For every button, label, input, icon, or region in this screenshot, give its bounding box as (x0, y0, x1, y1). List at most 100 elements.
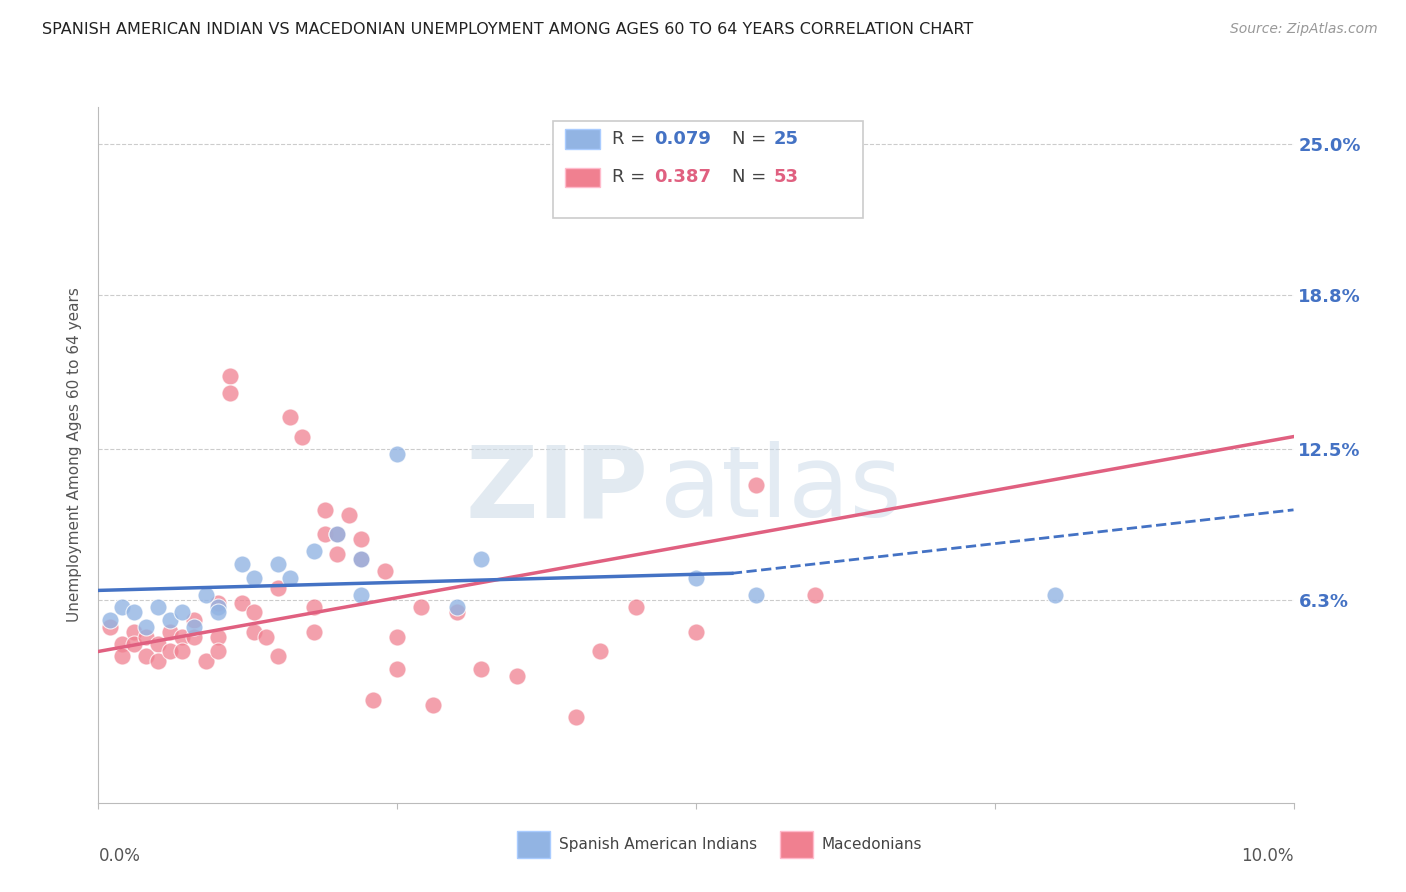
Point (1043, 588, 1066, 602)
Point (685, 624, 707, 639)
Point (243, 571, 266, 585)
Point (385, 447, 409, 461)
Point (207, 596, 229, 610)
Text: 25: 25 (773, 130, 799, 148)
Text: atlas: atlas (661, 442, 901, 538)
Point (243, 606, 266, 620)
Bar (565, 168, 600, 187)
Point (159, 644, 181, 658)
Point (148, 600, 170, 615)
Point (446, 606, 468, 620)
Point (207, 600, 229, 615)
Point (100, 613, 122, 627)
Text: R =: R = (613, 169, 651, 186)
Text: 0.387: 0.387 (654, 169, 711, 186)
Point (804, 588, 827, 602)
Point (422, 698, 444, 713)
Point (135, 620, 157, 634)
Point (159, 613, 181, 627)
Point (195, 588, 218, 602)
Point (124, 637, 146, 651)
Text: 0.0%: 0.0% (98, 847, 141, 864)
Point (350, 532, 373, 546)
Point (291, 429, 314, 443)
Point (385, 661, 409, 675)
Point (326, 527, 349, 541)
Text: ZIP: ZIP (465, 442, 648, 538)
Point (685, 571, 707, 585)
Point (243, 624, 266, 639)
Point (159, 624, 181, 639)
Point (302, 624, 325, 639)
Point (350, 588, 373, 602)
Point (148, 637, 170, 651)
Text: N =: N = (733, 130, 772, 148)
Text: 10.0%: 10.0% (1241, 847, 1294, 864)
Point (183, 630, 205, 644)
Point (254, 630, 277, 644)
Point (231, 596, 253, 610)
Point (111, 600, 134, 615)
Point (267, 557, 290, 571)
Point (124, 606, 146, 620)
Point (172, 630, 194, 644)
Text: R =: R = (613, 130, 651, 148)
Point (506, 669, 529, 683)
Point (446, 600, 468, 615)
Point (111, 649, 134, 664)
Text: N =: N = (733, 169, 772, 186)
Point (350, 551, 373, 566)
Bar (779, 830, 813, 858)
Point (135, 649, 157, 664)
Text: SPANISH AMERICAN INDIAN VS MACEDONIAN UNEMPLOYMENT AMONG AGES 60 TO 64 YEARS COR: SPANISH AMERICAN INDIAN VS MACEDONIAN UN… (42, 22, 973, 37)
Point (565, 710, 588, 724)
Point (183, 613, 205, 627)
Point (745, 588, 768, 602)
Point (302, 544, 325, 558)
Point (302, 600, 325, 615)
Point (411, 600, 433, 615)
Text: Spanish American Indians: Spanish American Indians (558, 837, 756, 852)
Point (363, 693, 385, 707)
Text: Source: ZipAtlas.com: Source: ZipAtlas.com (1230, 22, 1378, 37)
Point (470, 661, 492, 675)
Point (231, 557, 253, 571)
Point (326, 527, 349, 541)
Point (207, 644, 229, 658)
Point (124, 624, 146, 639)
Y-axis label: Unemployment Among Ages 60 to 64 years: Unemployment Among Ages 60 to 64 years (67, 287, 83, 623)
Point (315, 527, 337, 541)
Point (207, 630, 229, 644)
FancyBboxPatch shape (553, 121, 863, 219)
Point (111, 637, 134, 651)
Bar (517, 830, 550, 858)
Text: Macedonians: Macedonians (821, 837, 922, 852)
Point (172, 644, 194, 658)
Point (589, 644, 612, 658)
Point (626, 600, 648, 615)
Point (385, 630, 409, 644)
Point (315, 503, 337, 517)
Point (148, 654, 170, 668)
Point (374, 564, 396, 578)
Bar (565, 129, 600, 149)
Point (267, 581, 290, 595)
Point (470, 551, 492, 566)
Point (207, 606, 229, 620)
Point (100, 620, 122, 634)
Point (278, 571, 301, 585)
Point (172, 606, 194, 620)
Point (183, 620, 205, 634)
Point (219, 368, 242, 383)
Text: 53: 53 (773, 169, 799, 186)
Point (278, 410, 301, 425)
Point (135, 630, 157, 644)
Point (195, 654, 218, 668)
Point (745, 478, 768, 492)
Point (326, 547, 349, 561)
Text: 0.079: 0.079 (654, 130, 711, 148)
Point (267, 649, 290, 664)
Point (219, 385, 242, 400)
Point (339, 508, 360, 522)
Point (350, 551, 373, 566)
